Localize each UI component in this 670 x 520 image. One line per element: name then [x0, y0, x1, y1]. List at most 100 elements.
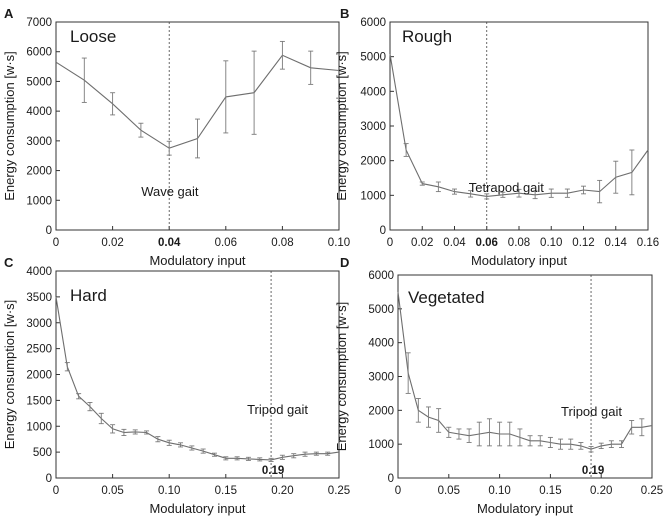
- error-bar: [436, 408, 442, 433]
- error-bar: [234, 456, 240, 461]
- error-bar: [527, 435, 533, 447]
- error-bar: [500, 191, 506, 198]
- error-bar: [425, 406, 431, 428]
- error-bar: [581, 185, 586, 195]
- x-axis-label: Modulatory input: [471, 253, 567, 268]
- error-bar: [446, 426, 452, 438]
- error-bar: [468, 190, 474, 198]
- error-bar: [629, 149, 635, 196]
- error-bar: [302, 451, 308, 457]
- error-bar: [415, 398, 421, 423]
- y-tick-label: 4000: [368, 338, 394, 350]
- x-tick-label: 0.06: [215, 237, 237, 249]
- y-axis-label: Energy consumption [w·s]: [334, 302, 349, 452]
- gait-annotation: Tripod gait: [247, 402, 308, 417]
- error-bar: [419, 181, 425, 186]
- error-bar: [98, 412, 104, 425]
- error-bar: [313, 451, 319, 456]
- x-tick-label: 0.15: [215, 485, 237, 497]
- error-bar: [325, 451, 331, 456]
- error-bar: [639, 418, 645, 437]
- error-bar: [257, 457, 263, 462]
- error-bar: [166, 140, 172, 156]
- error-bar: [110, 424, 116, 434]
- error-bar: [268, 457, 274, 462]
- series-line: [55, 296, 340, 461]
- panel-letter: C: [4, 255, 14, 270]
- error-bar: [629, 420, 635, 435]
- y-tick-label: 2500: [26, 344, 52, 356]
- panel-letter: A: [4, 6, 14, 21]
- error-bar: [578, 442, 584, 450]
- plot-frame: [389, 21, 649, 231]
- error-bar: [547, 436, 553, 448]
- error-bar: [166, 439, 172, 446]
- error-bar: [308, 50, 314, 85]
- error-bar: [121, 428, 127, 437]
- x-tick-label: 0.10: [158, 485, 180, 497]
- x-tick-label: 0.06: [476, 237, 498, 249]
- x-tick-label: 0.05: [438, 485, 460, 497]
- error-bar: [537, 435, 543, 447]
- y-tick-label: 1000: [368, 439, 394, 451]
- x-tick-label: 0: [387, 237, 393, 249]
- error-bar: [619, 440, 625, 448]
- error-bar: [251, 50, 257, 135]
- error-bar: [435, 181, 441, 193]
- x-axis-label: Modulatory input: [149, 253, 245, 268]
- error-bar: [598, 442, 604, 450]
- y-tick-label: 3000: [368, 372, 394, 384]
- panel-letter: D: [340, 255, 349, 270]
- error-bar: [138, 122, 144, 138]
- gait-annotation: Tetrapod gait: [469, 180, 545, 195]
- y-tick-label: 1000: [26, 195, 52, 207]
- x-axis-label: Modulatory input: [149, 501, 245, 516]
- y-tick-label: 2000: [368, 405, 394, 417]
- y-tick-label: 6000: [26, 47, 52, 59]
- y-tick-label: 0: [46, 225, 52, 237]
- error-bar: [507, 421, 513, 447]
- x-tick-label: 0.12: [572, 237, 594, 249]
- y-tick-label: 500: [33, 447, 52, 459]
- x-tick-label: 0.25: [641, 485, 663, 497]
- y-tick-label: 3000: [26, 318, 52, 330]
- x-tick-label: 0.10: [328, 237, 350, 249]
- error-bar: [476, 421, 482, 447]
- error-bar: [548, 188, 554, 198]
- y-tick-label: 2000: [26, 166, 52, 178]
- optimum-value: 0.19: [582, 465, 604, 477]
- error-bar: [132, 429, 138, 435]
- y-tick-label: 4000: [26, 106, 52, 118]
- error-bar: [452, 188, 457, 195]
- error-bar: [279, 40, 285, 70]
- error-bar: [223, 60, 229, 134]
- gait-annotation: Wave gait: [141, 184, 199, 199]
- y-tick-label: 6000: [360, 17, 386, 29]
- error-bar: [403, 143, 409, 157]
- error-bar: [200, 448, 206, 454]
- x-tick-label: 0: [53, 237, 59, 249]
- y-tick-label: 5000: [26, 76, 52, 88]
- x-tick-label: 0.25: [328, 485, 350, 497]
- series-line: [389, 53, 649, 197]
- panel-a: A 0 0.02 0.04 0.06 0.08 0.10 0 1000 2000 3000 4000 5…: [2, 6, 350, 268]
- error-bar: [87, 401, 93, 412]
- x-tick-label: 0.20: [271, 485, 293, 497]
- error-bar: [155, 436, 161, 443]
- error-bar: [81, 57, 87, 103]
- y-tick-label: 1500: [26, 395, 52, 407]
- error-bar: [211, 452, 217, 457]
- error-bar: [76, 393, 82, 400]
- x-tick-label: 0.15: [539, 485, 561, 497]
- error-bar: [484, 193, 490, 200]
- x-tick-label: 0.08: [271, 237, 293, 249]
- x-tick-label: 0.02: [411, 237, 433, 249]
- y-tick-label: 5000: [360, 52, 386, 64]
- y-tick-label: 1000: [360, 190, 386, 202]
- error-bar: [223, 456, 229, 461]
- error-bar: [456, 428, 462, 440]
- y-tick-label: 0: [46, 473, 52, 485]
- error-bar: [517, 428, 523, 447]
- error-bar: [189, 445, 195, 451]
